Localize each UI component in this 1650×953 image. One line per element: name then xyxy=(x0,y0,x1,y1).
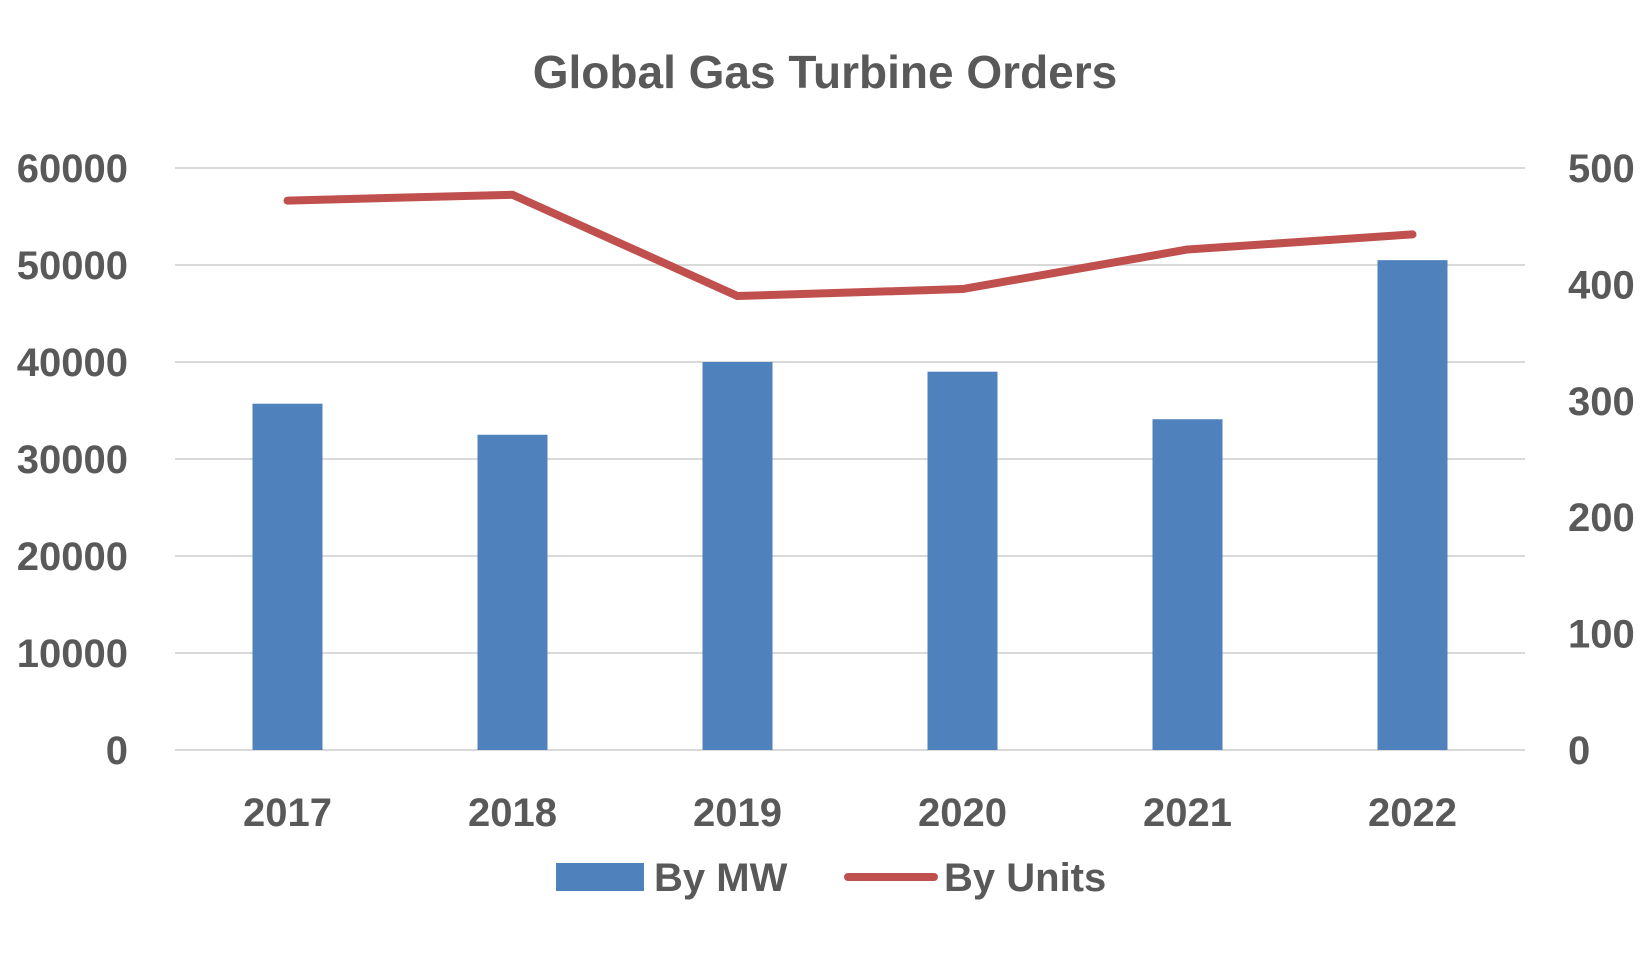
left-tick-label: 50000 xyxy=(17,244,128,288)
legend: By MW By Units xyxy=(556,856,1106,900)
x-tick-label: 2020 xyxy=(918,791,1007,835)
legend-label-by-mw: By MW xyxy=(654,856,788,900)
left-tick-label: 60000 xyxy=(17,147,128,191)
bar-2020 xyxy=(927,371,998,750)
left-tick-label: 10000 xyxy=(17,632,128,676)
line-point-2018 xyxy=(512,194,513,196)
legend-swatch-by-mw xyxy=(556,863,644,891)
line-point-2021 xyxy=(1187,248,1188,250)
legend-label-by-units: By Units xyxy=(944,856,1106,900)
x-axis: 2017 2018 2019 2020 2021 2022 xyxy=(243,791,1457,835)
x-tick-label: 2022 xyxy=(1368,791,1457,835)
bar-2022 xyxy=(1377,260,1448,750)
line-point-2020 xyxy=(962,288,963,290)
right-tick-label: 0 xyxy=(1568,729,1590,773)
bar-2019 xyxy=(702,362,773,750)
bar-series-by-mw xyxy=(252,260,1448,750)
left-tick-label: 20000 xyxy=(17,535,128,579)
x-tick-label: 2021 xyxy=(1143,791,1232,835)
x-tick-label: 2018 xyxy=(468,791,557,835)
right-tick-label: 300 xyxy=(1568,380,1635,424)
x-tick-label: 2017 xyxy=(243,791,332,835)
chart-title: Global Gas Turbine Orders xyxy=(533,46,1118,98)
bar-2021 xyxy=(1152,419,1223,750)
left-y-axis: 0 10000 20000 30000 40000 50000 60000 xyxy=(17,147,128,773)
x-tick-label: 2019 xyxy=(693,791,782,835)
right-tick-label: 200 xyxy=(1568,496,1635,540)
right-tick-label: 500 xyxy=(1568,147,1635,191)
line-point-2022 xyxy=(1412,233,1413,235)
gridlines xyxy=(175,167,1525,751)
right-tick-label: 100 xyxy=(1568,613,1635,657)
bar-2017 xyxy=(252,403,323,750)
right-y-axis: 0 100 200 300 400 500 xyxy=(1568,147,1635,773)
line-point-2017 xyxy=(287,200,288,202)
left-tick-label: 0 xyxy=(106,729,128,773)
right-tick-label: 400 xyxy=(1568,263,1635,307)
line-point-2019 xyxy=(737,295,738,297)
line-series-by-units xyxy=(283,190,1417,301)
left-tick-label: 30000 xyxy=(17,438,128,482)
left-tick-label: 40000 xyxy=(17,341,128,385)
bar-2018 xyxy=(477,434,548,750)
by-units-line xyxy=(283,190,1417,301)
